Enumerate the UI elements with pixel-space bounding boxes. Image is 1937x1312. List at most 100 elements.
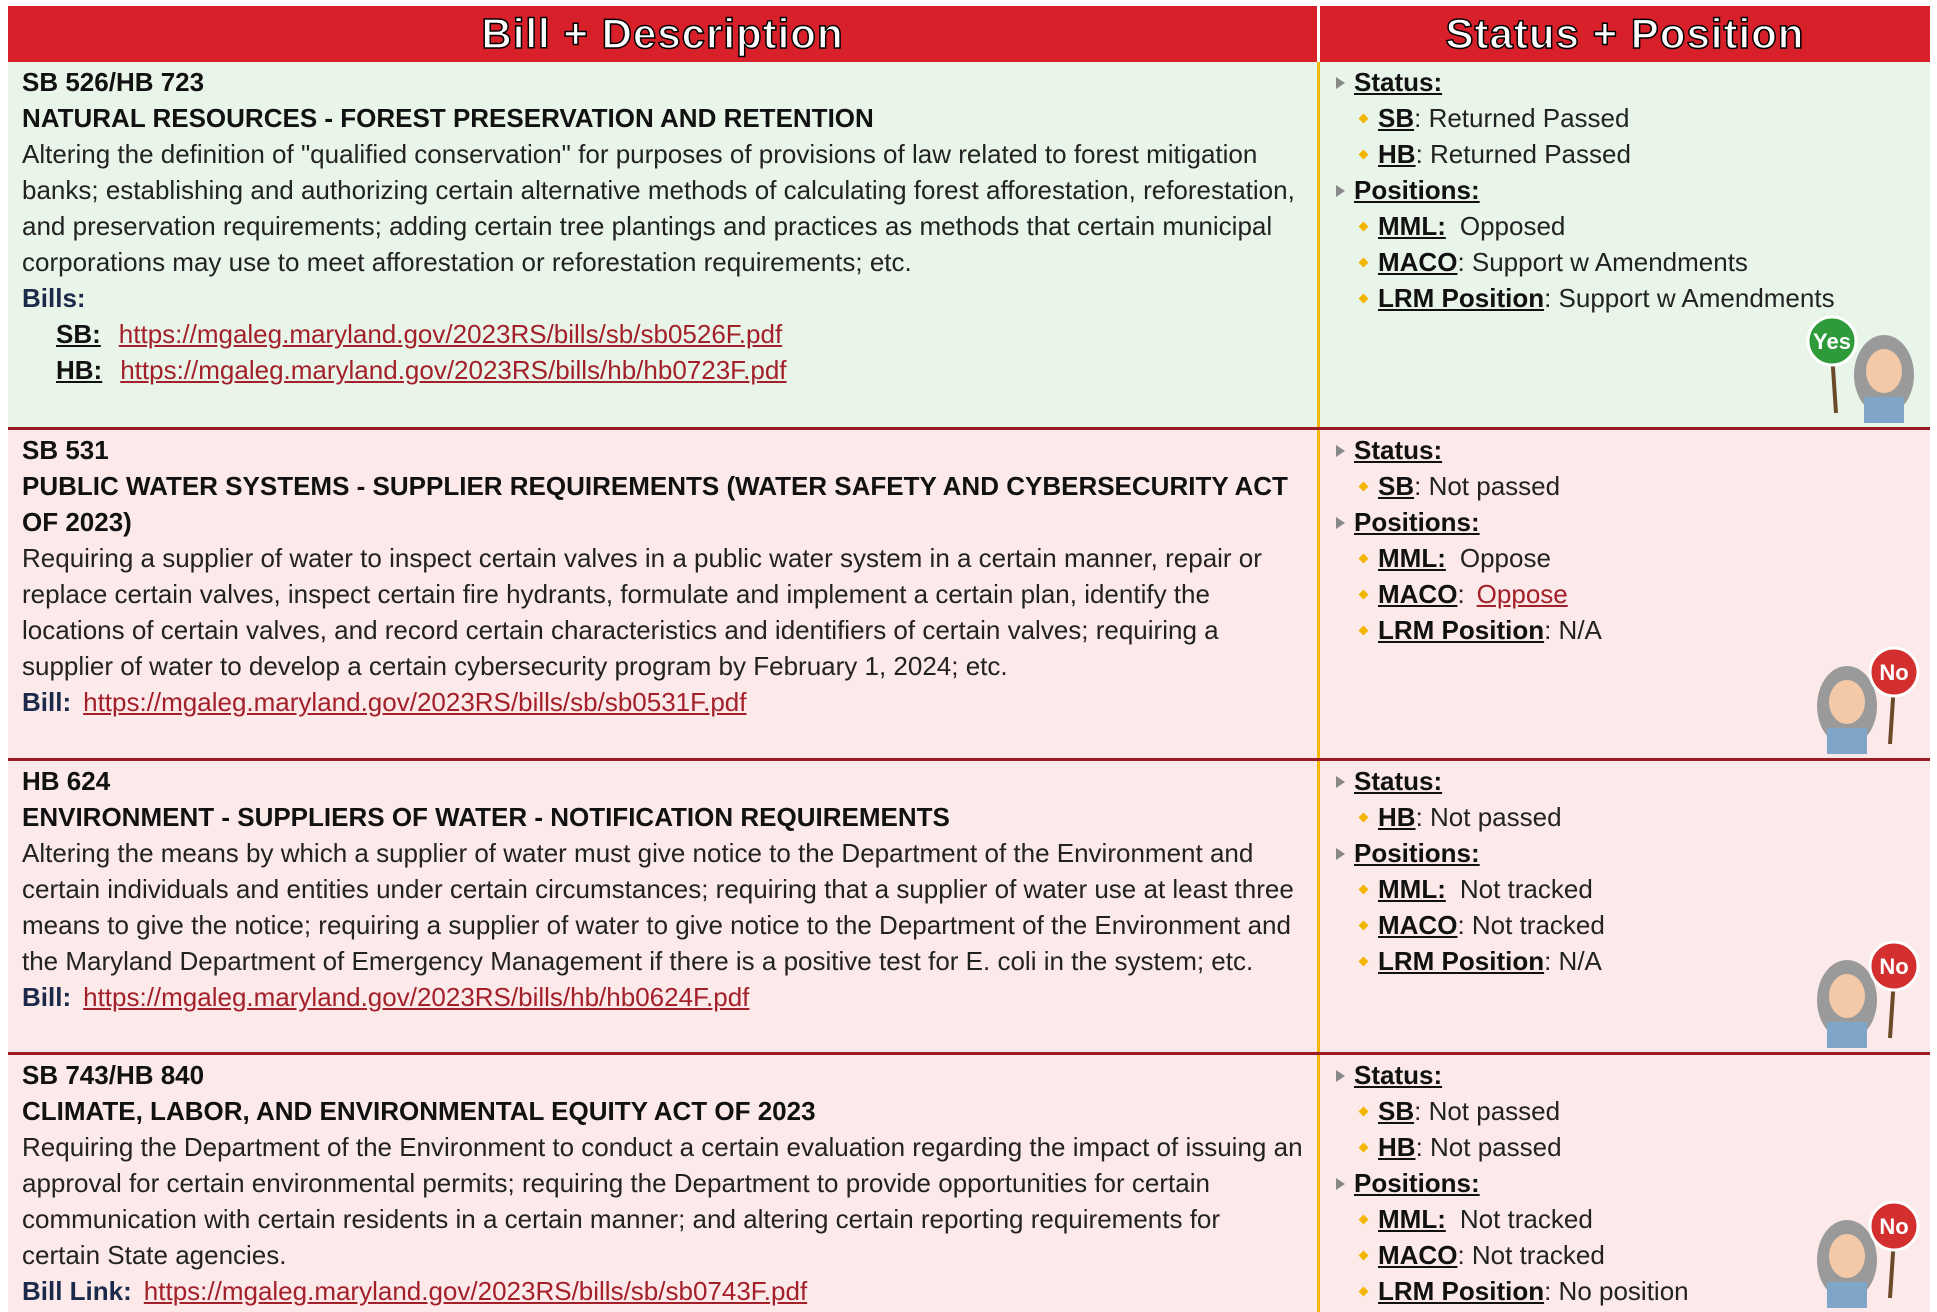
item-value: Not tracked: [1459, 1204, 1593, 1234]
section-label: Status:: [1354, 766, 1443, 796]
bill-cell: SB 743/HB 840 CLIMATE, LABOR, AND ENVIRON…: [8, 1055, 1317, 1312]
status-item: HB: Not passed: [1332, 799, 1918, 835]
item-label: SB: [1378, 1096, 1415, 1126]
section-heading: Status:: [1332, 432, 1918, 468]
status-item: SB: Returned Passed: [1332, 100, 1918, 136]
bill-link[interactable]: https://mgaleg.maryland.gov/2023RS/bills…: [83, 982, 750, 1012]
status-item: MACO: Not tracked: [1332, 907, 1918, 943]
item-label: LRM Position: [1378, 283, 1545, 313]
bill-cell: SB 526/HB 723 NATURAL RESOURCES - FOREST …: [8, 62, 1317, 427]
bill-number: SB 531: [22, 435, 109, 465]
item-value: : Not passed: [1414, 1096, 1561, 1126]
section-heading: Status:: [1332, 64, 1918, 100]
item-value: : Not passed: [1415, 1132, 1562, 1162]
item-value: Opposed: [1459, 211, 1566, 241]
links-label: Bill:: [22, 687, 72, 717]
bill-number: SB 526/HB 723: [22, 67, 205, 97]
item-value: : Not passed: [1414, 471, 1561, 501]
status-cell: Status: SB: Not passed Positions: MML: Oppos…: [1317, 430, 1930, 758]
link-row: SB: https://mgaleg.maryland.gov/2023RS/bi…: [22, 316, 1303, 352]
item-value: : N/A: [1544, 946, 1602, 976]
bill-description: Altering the means by which a supplier o…: [22, 838, 1294, 976]
item-value: : Not passed: [1415, 802, 1562, 832]
status-item: LRM Position: Support w Amendments: [1332, 280, 1918, 316]
bill-number: SB 743/HB 840: [22, 1060, 205, 1090]
section-heading: Positions:: [1332, 504, 1918, 540]
avatar-face: [1829, 680, 1865, 724]
link-row: Bill: https://mgaleg.maryland.gov/2023RS/…: [22, 979, 1303, 1015]
table-row: SB 526/HB 723 NATURAL RESOURCES - FOREST …: [8, 62, 1930, 430]
avatar-body: [1827, 728, 1867, 754]
table-row: SB 531 PUBLIC WATER SYSTEMS - SUPPLIER RE…: [8, 430, 1930, 761]
item-label: MML:: [1378, 211, 1446, 241]
bill-link[interactable]: https://mgaleg.maryland.gov/2023RS/bills…: [83, 687, 747, 717]
links-label: Bill:: [22, 982, 72, 1012]
section-label: Status:: [1354, 435, 1443, 465]
item-label: LRM Position: [1378, 1276, 1545, 1306]
item-link[interactable]: Oppose: [1476, 579, 1568, 609]
item-label: HB: [1378, 1132, 1416, 1162]
item-label: HB: [1378, 139, 1416, 169]
item-value: : No position: [1544, 1276, 1689, 1306]
item-value: : N/A: [1544, 615, 1602, 645]
bill-description: Altering the definition of "qualified co…: [22, 139, 1295, 277]
section-label: Positions:: [1354, 838, 1480, 868]
sign: [1868, 940, 1920, 992]
link-row: HB: https://mgaleg.maryland.gov/2023RS/bi…: [22, 352, 1303, 388]
item-label: MML:: [1378, 1204, 1446, 1234]
status-item: MML: Oppose: [1332, 540, 1918, 576]
bill-title: ENVIRONMENT - SUPPLIERS OF WATER - NOTIF…: [22, 802, 950, 832]
avatar-body: [1864, 397, 1904, 423]
bill-link[interactable]: https://mgaleg.maryland.gov/2023RS/bills…: [120, 355, 787, 385]
column-header: Status + Position: [1320, 6, 1930, 62]
item-value: Oppose: [1459, 543, 1551, 573]
link-label: SB:: [56, 319, 101, 349]
status-item: LRM Position: N/A: [1332, 943, 1918, 979]
avatar-face: [1866, 349, 1902, 393]
bill-link[interactable]: https://mgaleg.maryland.gov/2023RS/bills…: [143, 1276, 808, 1306]
status-item: MML: Not tracked: [1332, 871, 1918, 907]
item-value: : Not tracked: [1457, 910, 1605, 940]
status-item: SB: Not passed: [1332, 468, 1918, 504]
badge-text: Yes: [1813, 329, 1851, 354]
item-value: : Returned Passed: [1414, 103, 1630, 133]
item-value: : Returned Passed: [1415, 139, 1631, 169]
item-label: MML:: [1378, 874, 1446, 904]
sign: [1806, 315, 1858, 367]
section-heading: Status:: [1332, 1057, 1918, 1093]
bill-description: Requiring a supplier of water to inspect…: [22, 543, 1262, 681]
link-row: Bill Link: https://mgaleg.maryland.gov/20…: [22, 1273, 1303, 1309]
badge-text: No: [1879, 1214, 1908, 1239]
item-label: SB: [1378, 103, 1415, 133]
section-label: Positions:: [1354, 175, 1480, 205]
link-row: Bill: https://mgaleg.maryland.gov/2023RS/…: [22, 684, 1303, 720]
section-label: Positions:: [1354, 1168, 1480, 1198]
badge-icon: Yes: [1806, 315, 1914, 423]
links-label: Bill Link:: [22, 1276, 132, 1306]
link-label: HB:: [56, 355, 103, 385]
status-item: HB: Not passed: [1332, 1129, 1918, 1165]
bill-link[interactable]: https://mgaleg.maryland.gov/2023RS/bills…: [118, 319, 783, 349]
table-row: HB 624 ENVIRONMENT - SUPPLIERS OF WATER -…: [8, 761, 1930, 1055]
status-item: LRM Position: N/A: [1332, 612, 1918, 648]
item-value: : Support w Amendments: [1544, 283, 1835, 313]
section-label: Status:: [1354, 67, 1443, 97]
status-item: MACO: Not tracked: [1332, 1237, 1918, 1273]
sign: [1868, 646, 1920, 698]
badge-text: No: [1879, 954, 1908, 979]
status-item: MACO: Oppose: [1332, 576, 1918, 612]
avatar-face: [1829, 974, 1865, 1018]
item-label: SB: [1378, 471, 1415, 501]
avatar-body: [1827, 1282, 1867, 1308]
sign: [1868, 1200, 1920, 1252]
avatar-body: [1827, 1022, 1867, 1048]
column-header: Bill + Description: [8, 6, 1317, 62]
section-heading: Status:: [1332, 763, 1918, 799]
section-label: Status:: [1354, 1060, 1443, 1090]
status-item: MACO: Support w Amendments: [1332, 244, 1918, 280]
badge-icon: No: [1817, 940, 1920, 1048]
status-cell: Status: SB: Not passed HB: Not passed Posit…: [1317, 1055, 1930, 1312]
bill-title: CLIMATE, LABOR, AND ENVIRONMENTAL EQUITY…: [22, 1096, 816, 1126]
status-item: MML: Not tracked: [1332, 1201, 1918, 1237]
